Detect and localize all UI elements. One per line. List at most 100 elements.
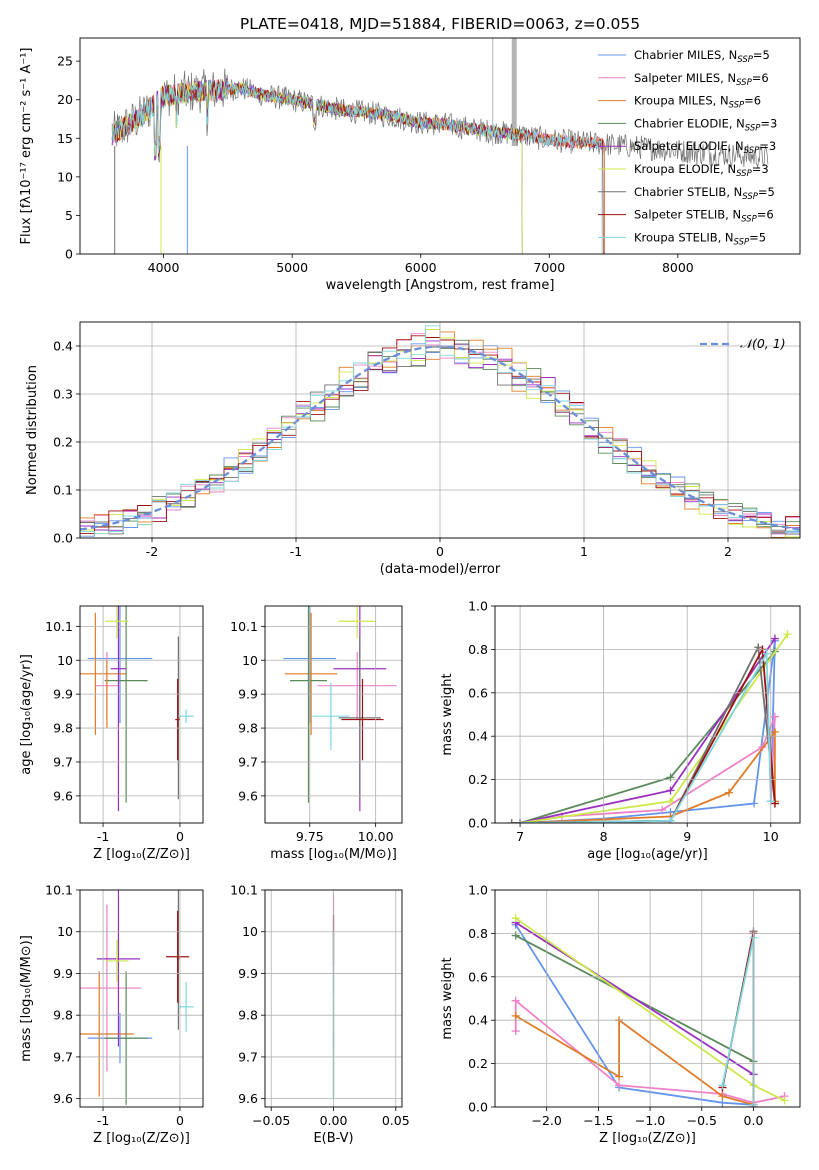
- legend-sub: SSP: [729, 101, 745, 111]
- y-tick-label: 10.1: [230, 619, 258, 634]
- x-tick-label: 9: [683, 829, 691, 844]
- y-tick-label: 5: [65, 208, 73, 223]
- legend-sub: SSP: [736, 78, 752, 88]
- legend-main: Salpeter MILES, N: [634, 71, 736, 85]
- x-tick-label: 10: [763, 829, 779, 844]
- legend-sub: SSP: [744, 146, 760, 156]
- y-tick-label: 20: [57, 92, 73, 107]
- weight-marker-salp_miles: [511, 1027, 520, 1036]
- axes-frame: [494, 605, 801, 824]
- y-tick-label: 9.9: [238, 966, 258, 981]
- y-tick-label: 0.3: [53, 387, 73, 402]
- x-tick-label: −2.0: [532, 1113, 562, 1128]
- weight-marker-krou_miles: [724, 788, 733, 797]
- x-tick-label: -1: [97, 1113, 109, 1128]
- y-axis-label: Normed distribution: [25, 365, 40, 495]
- axes-frame: [494, 889, 801, 1108]
- y-tick-label: 10.1: [45, 883, 73, 898]
- x-tick-label: −0.5: [687, 1113, 717, 1128]
- legend-main: Kroupa MILES, N: [634, 94, 729, 108]
- weight-vs-age-panel: 7 8 9 10 0.0 0.2 0.4 0.6 0.8 1.0 age [log₁₀(age/yr…: [440, 599, 801, 862]
- y-tick-label: 9.7: [53, 1049, 73, 1064]
- weight-marker-salp_elodie: [770, 634, 779, 643]
- y-tick-label: 9.9: [238, 687, 258, 702]
- weight-marker-krou_miles: [615, 1072, 624, 1081]
- y-tick-label: 9.6: [238, 788, 258, 803]
- legend-label-chab_miles: Chabrier MILES, NSSP=5: [634, 48, 770, 65]
- weight-marker-salp_stelib: [770, 799, 779, 808]
- x-tick-label: 0: [436, 544, 444, 559]
- weight-marker-krou_miles: [770, 727, 779, 736]
- legend-sub: SSP: [737, 55, 753, 65]
- y-tick-label: 9.6: [53, 788, 73, 803]
- legend-tail: =3: [759, 139, 776, 153]
- x-tick-label: 0: [176, 1113, 184, 1128]
- mass-vs-extinction-panel: −0.05 0.00 0.05 9.6 9.7 9.8 9.9 10 10.1 E(B-V): [230, 883, 410, 1147]
- legend-main: Chabrier ELODIE, N: [634, 116, 745, 130]
- x-axis-label: Z [log₁₀(Z/Z⊙)]: [599, 1131, 696, 1146]
- axes-frame: [79, 605, 204, 824]
- y-tick-label: 10: [242, 924, 258, 939]
- weight-line-salp_miles: [514, 998, 785, 1104]
- y-tick-label: 0.8: [468, 642, 488, 657]
- age-vs-mass-panel: 9.75 10.00 9.6 9.7 9.8 9.9 10 10.1 mass [log₁₀(M…: [230, 605, 403, 862]
- weight-marker-salp_miles: [615, 1081, 624, 1090]
- weight-line-krou_miles: [520, 729, 776, 823]
- x-tick-label: 0.0: [744, 1113, 764, 1128]
- weight-line-salp_elodie: [515, 921, 755, 1107]
- y-tick-label: 9.9: [53, 687, 73, 702]
- y-tick-label: 9.7: [238, 754, 258, 769]
- y-tick-label: 9.7: [53, 754, 73, 769]
- y-tick-label: 0.2: [53, 435, 73, 450]
- legend-label-salp_elodie: Salpeter ELODIE, NSSP=3: [634, 139, 776, 156]
- x-tick-label: −1.0: [635, 1113, 665, 1128]
- plot-area: [111, 38, 769, 254]
- y-tick-label: 0: [65, 247, 73, 262]
- weight-vs-metallicity-panel: −2.0 −1.5 −1.0 −0.5 0.0 0.0 0.2 0.4 0.6 0.8 1.0 Z […: [440, 883, 801, 1146]
- y-tick-label: 0.0: [468, 1100, 488, 1115]
- y-tick-label: 25: [57, 54, 73, 69]
- y-tick-label: 1.0: [468, 883, 488, 898]
- legend-tail: =5: [758, 185, 775, 199]
- weight-marker-salp_miles: [511, 996, 520, 1005]
- x-tick-label: 8: [600, 829, 608, 844]
- legend-label-salp_stelib: Salpeter STELIB, NSSP=6: [634, 208, 774, 225]
- legend-main: Salpeter ELODIE, N: [634, 139, 744, 153]
- x-tick-label: 1: [580, 544, 588, 559]
- weight-marker-chab_elodie: [666, 773, 675, 782]
- x-axis-label: (data-model)/error: [380, 562, 501, 577]
- x-tick-label: 4000: [148, 260, 180, 275]
- weight-marker-chab_elodie: [511, 931, 520, 940]
- spectrum-panel: 4000 5000 6000 7000 8000 0 5 10 15 20 25 wavelength…: [19, 37, 801, 293]
- y-axis-label: age [log₁₀(age/yr)]: [19, 654, 34, 775]
- legend-main: Chabrier MILES, N: [634, 48, 737, 62]
- figure-title: PLATE=0418, MJD=51884, FIBERID=0063, z=0…: [240, 15, 640, 33]
- weight-marker-krou_miles: [718, 1092, 727, 1101]
- legend-label-krou_elodie: Kroupa ELODIE, NSSP=3: [634, 162, 769, 179]
- weight-line-salp_miles: [519, 716, 776, 823]
- weight-line-krou_stelib: [520, 650, 772, 823]
- x-tick-label: -1: [290, 544, 302, 559]
- y-axis-label: mass weight: [440, 957, 455, 1039]
- y-tick-label: 9.6: [53, 1091, 73, 1106]
- y-tick-label: 9.8: [238, 721, 258, 736]
- legend-tail: =6: [752, 71, 769, 85]
- x-tick-label: 0: [176, 829, 184, 844]
- y-tick-label: 10: [57, 924, 73, 939]
- weight-marker-chab_stelib: [507, 819, 516, 823]
- spectrum-line-chab_elodie: [111, 78, 523, 254]
- weight-marker-salp_miles: [658, 805, 667, 814]
- legend-main: Kroupa STELIB, N: [634, 230, 734, 244]
- legend-label-krou_miles: Kroupa MILES, NSSP=6: [634, 94, 761, 111]
- axes-frame: [79, 321, 801, 539]
- legend-label-chab_elodie: Chabrier ELODIE, NSSP=3: [634, 116, 777, 133]
- plot-area: [80, 606, 194, 812]
- weight-marker-krou_stelib: [666, 816, 675, 823]
- weight-marker-krou_elodie: [783, 630, 792, 639]
- x-tick-label: 0.00: [320, 1113, 348, 1128]
- residual-histogram-panel: -2 -1 0 1 2 0.0 0.1 0.2 0.3 0.4 (data-model)/error…: [25, 321, 801, 577]
- axes-frame: [79, 37, 801, 255]
- weight-marker-salp_elodie: [666, 786, 675, 795]
- legend-sub: SSP: [734, 237, 750, 247]
